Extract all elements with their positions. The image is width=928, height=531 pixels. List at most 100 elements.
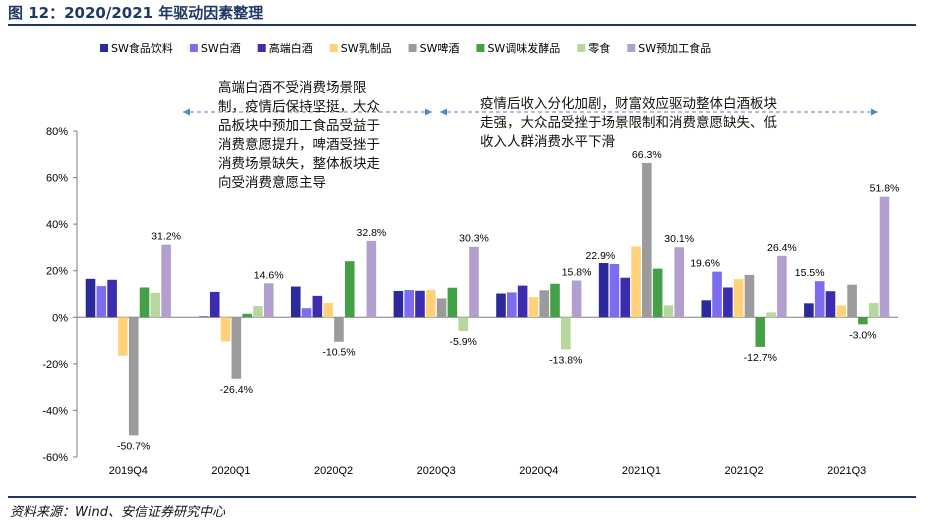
legend-swatch — [257, 44, 266, 52]
data-label: 31.2% — [151, 231, 181, 243]
bar — [814, 281, 825, 318]
bar — [118, 317, 128, 356]
bar — [404, 290, 414, 318]
bar — [425, 290, 436, 318]
x-tick-label: 2020Q4 — [519, 465, 558, 477]
bar — [242, 313, 252, 318]
annotation-arrow-2021 — [440, 108, 878, 116]
bar — [733, 279, 744, 318]
bar — [571, 280, 582, 318]
bar — [150, 292, 161, 318]
bar — [539, 290, 550, 318]
bar — [139, 287, 150, 318]
bar — [415, 290, 425, 318]
annotation-text-line: 消费场景缺失，整体板块走 — [218, 156, 380, 172]
bar — [469, 246, 479, 318]
bar — [290, 286, 301, 318]
bar — [393, 290, 404, 318]
data-label: -10.5% — [322, 347, 355, 359]
bar — [620, 277, 631, 318]
annotation-text-line: 疫情后收入分化加剧，财富效应驱动整体白酒板块 — [480, 95, 777, 112]
data-label: -50.7% — [117, 440, 150, 452]
data-label: 15.5% — [795, 267, 825, 279]
bar — [209, 291, 220, 318]
bar — [436, 298, 447, 318]
bar — [858, 317, 868, 325]
legend-swatch — [476, 44, 485, 52]
data-label: -12.7% — [744, 352, 777, 364]
data-label: -3.0% — [849, 329, 876, 341]
y-tick-label: 40% — [46, 219, 68, 231]
legend-label: 高端白酒 — [269, 41, 313, 55]
bar — [701, 300, 712, 318]
x-tick-label: 2019Q4 — [109, 465, 148, 477]
x-tick-label: 2020Q2 — [314, 465, 353, 477]
legend-label: 零食 — [588, 41, 610, 55]
annotation-text-line: 走强，大众品受挫于场景限制和消费意愿缺失、低 — [480, 114, 777, 131]
x-tick-label: 2021Q2 — [724, 465, 763, 477]
bar — [301, 308, 312, 318]
bar — [744, 274, 755, 318]
chart-bars — [85, 162, 890, 436]
bar — [344, 261, 355, 318]
bar — [312, 295, 323, 318]
annotation-text-line: 高端白酒不受消费场景限 — [218, 79, 367, 96]
data-label: 32.8% — [357, 227, 387, 239]
bar — [220, 317, 231, 342]
bar — [161, 244, 171, 318]
bar — [128, 317, 139, 436]
legend-label: SW预加工食品 — [638, 41, 711, 55]
y-tick-label: -20% — [42, 359, 68, 371]
data-label: -26.4% — [220, 384, 253, 396]
bar — [868, 303, 879, 318]
data-label: 26.4% — [767, 242, 797, 254]
y-tick-label: 20% — [46, 266, 68, 278]
bar — [712, 271, 722, 318]
data-label: 51.8% — [870, 183, 900, 195]
bar — [96, 286, 107, 318]
title-divider — [8, 24, 916, 26]
bar — [642, 162, 652, 318]
data-label: 14.6% — [254, 269, 284, 281]
data-label: 15.8% — [562, 267, 592, 279]
bar — [528, 297, 539, 318]
legend-label: SW调味发酵品 — [487, 41, 560, 55]
data-label: -13.8% — [549, 354, 582, 366]
legend-label: SW乳制品 — [341, 42, 392, 55]
bar — [85, 278, 96, 318]
source-note: 资料来源：Wind、安信证券研究中心 — [10, 505, 225, 520]
y-tick-label: 0% — [52, 312, 68, 324]
bar — [517, 285, 528, 318]
bar — [804, 303, 814, 318]
data-label: 30.3% — [459, 233, 489, 245]
bar — [199, 316, 209, 318]
annotation-text-line: 收入人群消费水平下滑 — [480, 134, 615, 150]
chart-legend: SW食品饮料 SW白酒 高端白酒 SW乳制品 SW啤酒 SW调味发酵品 零食 SW预加工食品 — [100, 41, 711, 55]
y-tick-label: -40% — [42, 405, 68, 417]
legend-swatch — [329, 44, 338, 52]
bar — [674, 247, 685, 318]
data-label: 66.3% — [632, 149, 662, 161]
y-tick-label: 60% — [46, 173, 68, 185]
bar — [561, 317, 571, 350]
data-label: 19.6% — [690, 258, 720, 270]
bar — [777, 255, 787, 318]
legend-label: SW食品饮料 — [111, 41, 173, 55]
data-label: 22.9% — [586, 250, 616, 262]
annotation-text-line: 制，疫情后保持坚挺，大众 — [218, 99, 380, 115]
x-tick-label: 2020Q3 — [417, 465, 456, 477]
bar — [836, 305, 847, 318]
bar — [231, 317, 242, 379]
legend-label: SW白酒 — [201, 41, 241, 55]
x-tick-label: 2020Q1 — [211, 465, 250, 477]
bar — [755, 317, 766, 347]
annotation-text-line: 品板块中预加工食品受益于 — [218, 117, 380, 134]
bar — [609, 263, 620, 318]
x-tick-label: 2021Q3 — [827, 465, 866, 477]
bar — [458, 317, 468, 332]
legend-swatch — [189, 44, 198, 52]
bar — [366, 240, 377, 318]
bar — [652, 268, 663, 318]
bar — [631, 246, 641, 318]
